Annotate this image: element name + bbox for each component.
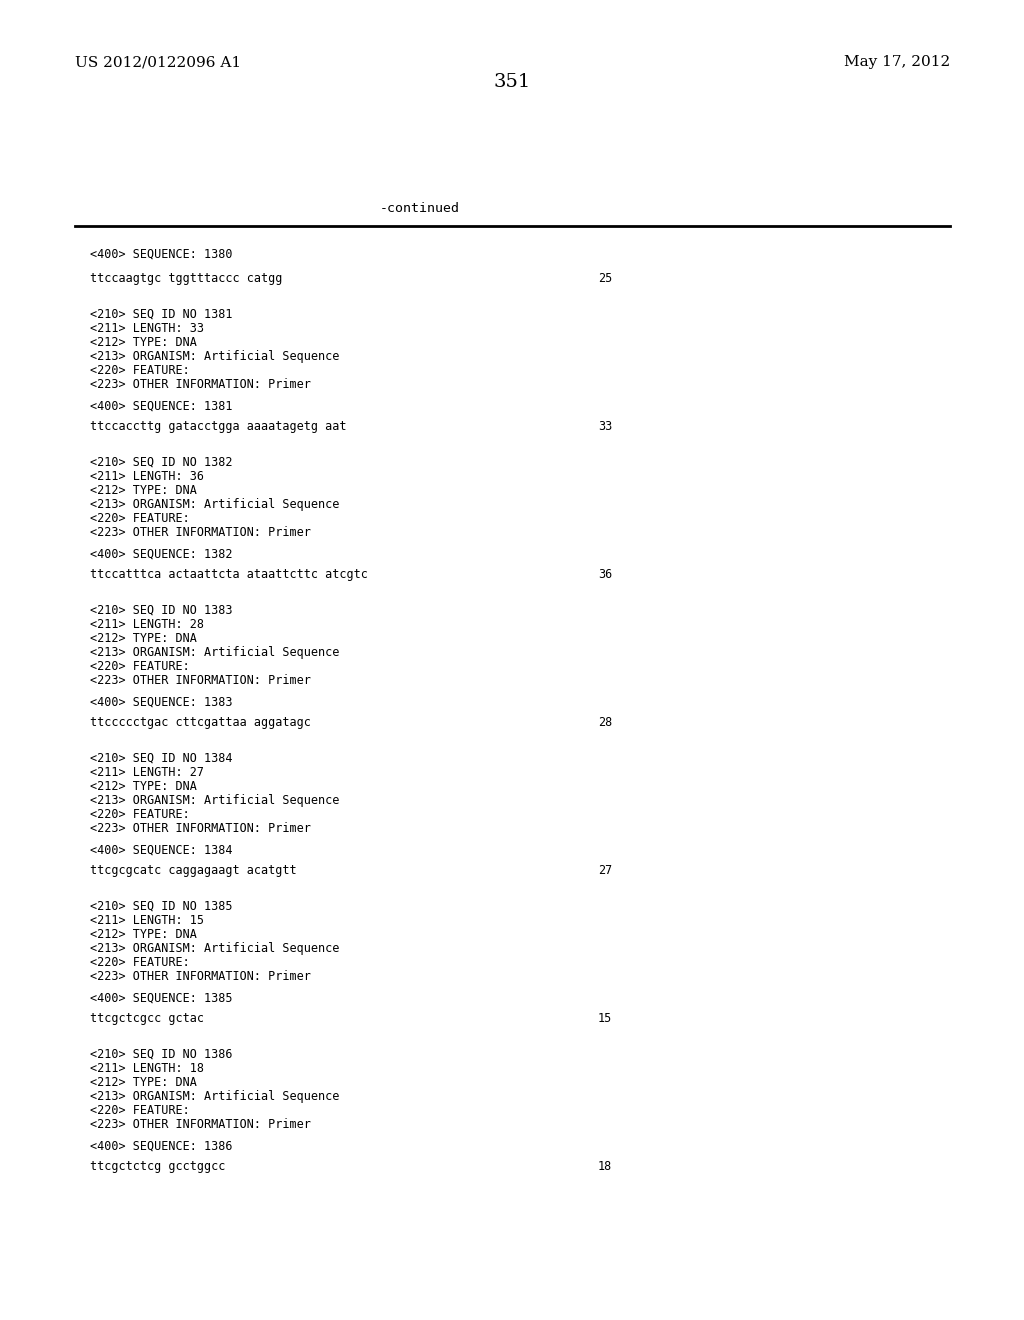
Text: May 17, 2012: May 17, 2012 — [844, 55, 950, 69]
Text: <400> SEQUENCE: 1383: <400> SEQUENCE: 1383 — [90, 696, 232, 709]
Text: <213> ORGANISM: Artificial Sequence: <213> ORGANISM: Artificial Sequence — [90, 498, 339, 511]
Text: <210> SEQ ID NO 1383: <210> SEQ ID NO 1383 — [90, 605, 232, 616]
Text: <223> OTHER INFORMATION: Primer: <223> OTHER INFORMATION: Primer — [90, 675, 311, 686]
Text: <220> FEATURE:: <220> FEATURE: — [90, 364, 189, 378]
Text: <223> OTHER INFORMATION: Primer: <223> OTHER INFORMATION: Primer — [90, 378, 311, 391]
Text: 27: 27 — [598, 865, 612, 876]
Text: <210> SEQ ID NO 1385: <210> SEQ ID NO 1385 — [90, 900, 232, 913]
Text: -continued: -continued — [380, 202, 460, 215]
Text: 351: 351 — [494, 73, 530, 91]
Text: <400> SEQUENCE: 1382: <400> SEQUENCE: 1382 — [90, 548, 232, 561]
Text: <400> SEQUENCE: 1386: <400> SEQUENCE: 1386 — [90, 1140, 232, 1152]
Text: <400> SEQUENCE: 1384: <400> SEQUENCE: 1384 — [90, 843, 232, 857]
Text: ttcgctctcg gcctggcc: ttcgctctcg gcctggcc — [90, 1160, 225, 1173]
Text: 36: 36 — [598, 568, 612, 581]
Text: <223> OTHER INFORMATION: Primer: <223> OTHER INFORMATION: Primer — [90, 822, 311, 836]
Text: <223> OTHER INFORMATION: Primer: <223> OTHER INFORMATION: Primer — [90, 525, 311, 539]
Text: 28: 28 — [598, 715, 612, 729]
Text: 33: 33 — [598, 420, 612, 433]
Text: ttcgctcgcc gctac: ttcgctcgcc gctac — [90, 1012, 204, 1026]
Text: <213> ORGANISM: Artificial Sequence: <213> ORGANISM: Artificial Sequence — [90, 1090, 339, 1104]
Text: <220> FEATURE:: <220> FEATURE: — [90, 660, 189, 673]
Text: ttccatttca actaattcta ataattcttc atcgtc: ttccatttca actaattcta ataattcttc atcgtc — [90, 568, 368, 581]
Text: <210> SEQ ID NO 1382: <210> SEQ ID NO 1382 — [90, 455, 232, 469]
Text: <212> TYPE: DNA: <212> TYPE: DNA — [90, 632, 197, 645]
Text: 25: 25 — [598, 272, 612, 285]
Text: <220> FEATURE:: <220> FEATURE: — [90, 956, 189, 969]
Text: ttccaagtgc tggtttaccc catgg: ttccaagtgc tggtttaccc catgg — [90, 272, 283, 285]
Text: ttccccctgac cttcgattaa aggatagc: ttccccctgac cttcgattaa aggatagc — [90, 715, 311, 729]
Text: <220> FEATURE:: <220> FEATURE: — [90, 1104, 189, 1117]
Text: <223> OTHER INFORMATION: Primer: <223> OTHER INFORMATION: Primer — [90, 1118, 311, 1131]
Text: <213> ORGANISM: Artificial Sequence: <213> ORGANISM: Artificial Sequence — [90, 350, 339, 363]
Text: <211> LENGTH: 27: <211> LENGTH: 27 — [90, 766, 204, 779]
Text: <400> SEQUENCE: 1385: <400> SEQUENCE: 1385 — [90, 993, 232, 1005]
Text: <211> LENGTH: 18: <211> LENGTH: 18 — [90, 1063, 204, 1074]
Text: <212> TYPE: DNA: <212> TYPE: DNA — [90, 484, 197, 498]
Text: <210> SEQ ID NO 1381: <210> SEQ ID NO 1381 — [90, 308, 232, 321]
Text: 15: 15 — [598, 1012, 612, 1026]
Text: <210> SEQ ID NO 1386: <210> SEQ ID NO 1386 — [90, 1048, 232, 1061]
Text: <211> LENGTH: 36: <211> LENGTH: 36 — [90, 470, 204, 483]
Text: <211> LENGTH: 33: <211> LENGTH: 33 — [90, 322, 204, 335]
Text: <212> TYPE: DNA: <212> TYPE: DNA — [90, 928, 197, 941]
Text: ttccaccttg gatacctgga aaaatagetg aat: ttccaccttg gatacctgga aaaatagetg aat — [90, 420, 346, 433]
Text: <400> SEQUENCE: 1380: <400> SEQUENCE: 1380 — [90, 248, 232, 261]
Text: <213> ORGANISM: Artificial Sequence: <213> ORGANISM: Artificial Sequence — [90, 942, 339, 954]
Text: <220> FEATURE:: <220> FEATURE: — [90, 512, 189, 525]
Text: <400> SEQUENCE: 1381: <400> SEQUENCE: 1381 — [90, 400, 232, 413]
Text: <223> OTHER INFORMATION: Primer: <223> OTHER INFORMATION: Primer — [90, 970, 311, 983]
Text: ttcgcgcatc caggagaagt acatgtt: ttcgcgcatc caggagaagt acatgtt — [90, 865, 297, 876]
Text: <220> FEATURE:: <220> FEATURE: — [90, 808, 189, 821]
Text: <213> ORGANISM: Artificial Sequence: <213> ORGANISM: Artificial Sequence — [90, 795, 339, 807]
Text: <212> TYPE: DNA: <212> TYPE: DNA — [90, 780, 197, 793]
Text: <210> SEQ ID NO 1384: <210> SEQ ID NO 1384 — [90, 752, 232, 766]
Text: <213> ORGANISM: Artificial Sequence: <213> ORGANISM: Artificial Sequence — [90, 645, 339, 659]
Text: <211> LENGTH: 15: <211> LENGTH: 15 — [90, 913, 204, 927]
Text: 18: 18 — [598, 1160, 612, 1173]
Text: US 2012/0122096 A1: US 2012/0122096 A1 — [75, 55, 241, 69]
Text: <211> LENGTH: 28: <211> LENGTH: 28 — [90, 618, 204, 631]
Text: <212> TYPE: DNA: <212> TYPE: DNA — [90, 1076, 197, 1089]
Text: <212> TYPE: DNA: <212> TYPE: DNA — [90, 337, 197, 348]
